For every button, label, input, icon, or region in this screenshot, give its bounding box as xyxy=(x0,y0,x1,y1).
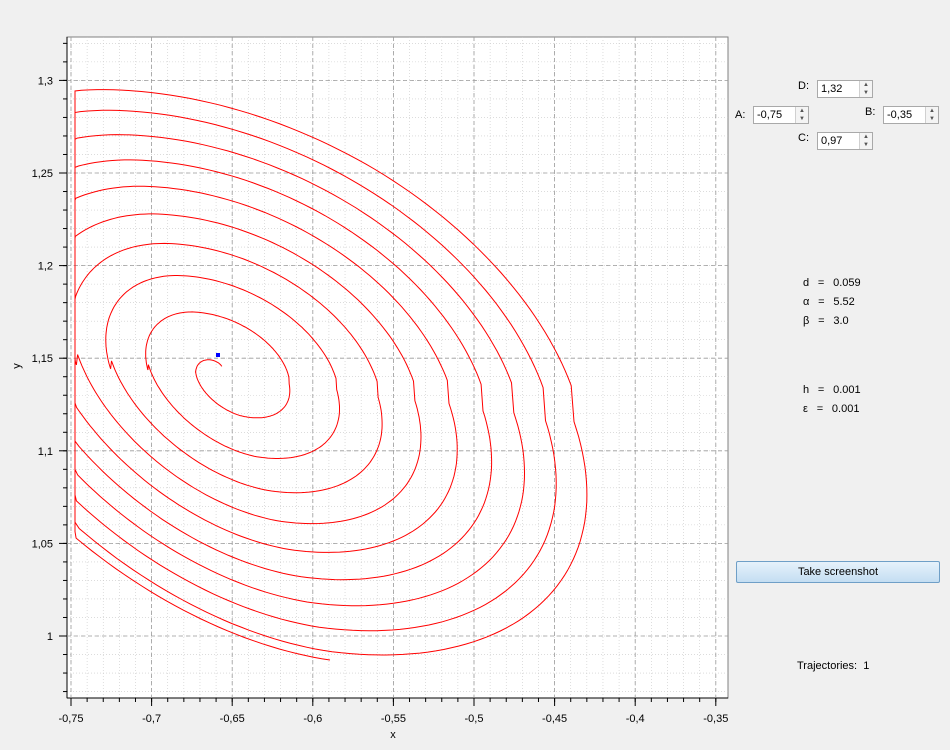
b-spinbox-value[interactable]: -0,35 xyxy=(887,109,913,121)
spin-down-icon[interactable]: ▼ xyxy=(796,115,808,123)
param-value: 3.0 xyxy=(833,315,849,327)
param-equals: = xyxy=(818,296,825,308)
d-spinbox-value[interactable]: 1,32 xyxy=(821,83,843,95)
y-tick-label: 1,25 xyxy=(32,168,53,180)
param-equals: = xyxy=(817,277,825,289)
param-d: d = 0.059 xyxy=(803,277,861,289)
y-tick-label: 1,1 xyxy=(38,446,53,458)
start-point-marker xyxy=(216,353,220,357)
plot-area xyxy=(66,36,729,699)
y-axis-label: y xyxy=(11,363,23,369)
c-spinbox-arrows[interactable]: ▲ ▼ xyxy=(859,133,872,149)
param-equals: = xyxy=(816,403,824,415)
c-input-label: C: xyxy=(798,132,809,144)
param-alpha: α = 5.52 xyxy=(803,296,855,308)
a-spinbox-arrows[interactable]: ▲ ▼ xyxy=(795,107,808,123)
c-spinbox[interactable]: 0,97 ▲ ▼ xyxy=(817,132,873,150)
spin-down-icon[interactable]: ▼ xyxy=(926,115,938,123)
param-symbol: β xyxy=(803,315,810,327)
phase-plot[interactable]: -0,75 -0,7 -0,65 -0,6 -0,55 -0,5 -0,45 -0,4 -0,3… xyxy=(0,0,735,750)
x-tick-label: -0,45 xyxy=(542,713,567,725)
param-epsilon: ε = 0.001 xyxy=(803,403,859,415)
b-spinbox[interactable]: -0,35 ▲ ▼ xyxy=(883,106,939,124)
param-h: h = 0.001 xyxy=(803,384,861,396)
x-tick-label: -0,7 xyxy=(142,713,161,725)
param-equals: = xyxy=(818,315,825,327)
x-axis-label: x xyxy=(390,729,396,741)
spin-up-icon[interactable]: ▲ xyxy=(926,107,938,115)
param-value: 0.059 xyxy=(833,277,861,289)
spin-down-icon[interactable]: ▼ xyxy=(860,89,872,97)
x-tick-label: -0,35 xyxy=(703,713,728,725)
param-equals: = xyxy=(817,384,825,396)
a-input-label: A: xyxy=(735,109,746,121)
param-value: 0.001 xyxy=(831,403,860,415)
y-ticks: 1,3 1,25 1,2 1,15 1,1 1,05 1 xyxy=(32,42,728,693)
y-tick-label: 1,05 xyxy=(32,538,53,550)
b-input-label: B: xyxy=(865,106,876,118)
y-tick-label: 1,3 xyxy=(38,75,53,87)
param-value: 5.52 xyxy=(833,296,855,308)
x-tick-label: -0,4 xyxy=(626,713,645,725)
a-spinbox[interactable]: -0,75 ▲ ▼ xyxy=(753,106,809,124)
c-spinbox-value[interactable]: 0,97 xyxy=(821,135,843,147)
take-screenshot-button[interactable]: Take screenshot xyxy=(736,561,940,583)
spin-up-icon[interactable]: ▲ xyxy=(796,107,808,115)
param-symbol: α xyxy=(803,296,810,308)
trajectories-count: 1 xyxy=(863,660,870,672)
axes xyxy=(66,37,728,699)
d-input-label: D: xyxy=(798,80,809,92)
b-spinbox-arrows[interactable]: ▲ ▼ xyxy=(925,107,938,123)
spin-down-icon[interactable]: ▼ xyxy=(860,141,872,149)
trajectory-curve xyxy=(74,89,588,661)
x-tick-label: -0,55 xyxy=(381,713,406,725)
d-spinbox[interactable]: 1,32 ▲ ▼ xyxy=(817,80,873,98)
trajectories-counter: Trajectories: 1 xyxy=(797,660,869,672)
param-symbol: ε xyxy=(803,403,808,415)
d-spinbox-arrows[interactable]: ▲ ▼ xyxy=(859,81,872,97)
trajectories-label: Trajectories: xyxy=(797,660,858,672)
param-value: 0.001 xyxy=(833,384,861,396)
x-tick-label: -0,75 xyxy=(58,713,83,725)
param-beta: β = 3.0 xyxy=(803,315,849,327)
spin-up-icon[interactable]: ▲ xyxy=(860,133,872,141)
y-tick-label: 1 xyxy=(47,631,53,643)
x-tick-label: -0,6 xyxy=(303,713,322,725)
x-tick-label: -0,5 xyxy=(465,713,484,725)
spin-up-icon[interactable]: ▲ xyxy=(860,81,872,89)
param-symbol: h xyxy=(803,384,810,396)
y-tick-label: 1,15 xyxy=(32,353,53,365)
a-spinbox-value[interactable]: -0,75 xyxy=(757,109,783,121)
x-tick-label: -0,65 xyxy=(220,713,245,725)
param-symbol: d xyxy=(803,277,810,289)
y-tick-label: 1,2 xyxy=(38,261,53,273)
